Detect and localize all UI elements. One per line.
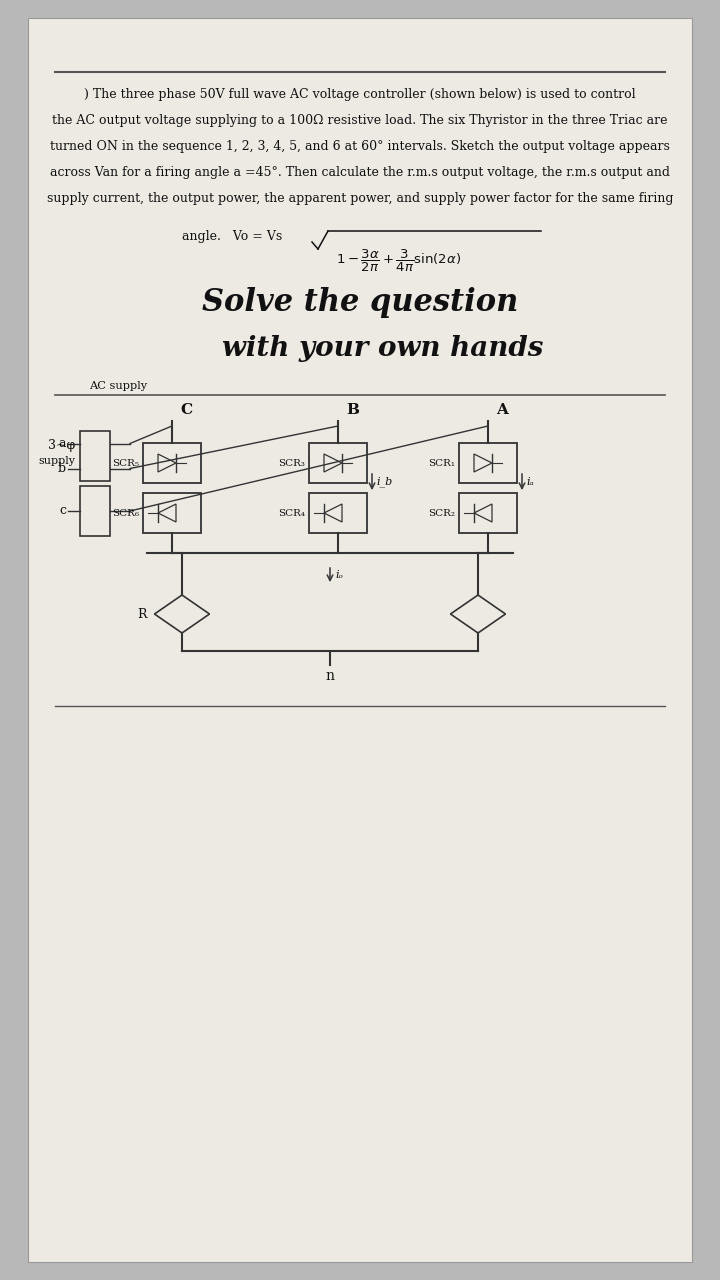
Text: $1-\dfrac{3\alpha}{2\pi}+\dfrac{3}{4\pi}\sin(2\alpha)$: $1-\dfrac{3\alpha}{2\pi}+\dfrac{3}{4\pi}… xyxy=(336,248,461,274)
Bar xyxy=(80,431,110,481)
Text: iₒ: iₒ xyxy=(335,570,343,580)
Text: across Van for a firing angle a =45°. Then calculate the r.m.s output voltage, t: across Van for a firing angle a =45°. Th… xyxy=(50,166,670,179)
Text: i_b: i_b xyxy=(376,476,392,488)
Text: b: b xyxy=(58,462,66,475)
Text: supply current, the output power, the apparent power, and supply power factor fo: supply current, the output power, the ap… xyxy=(47,192,673,205)
Text: SCR₁: SCR₁ xyxy=(428,458,455,467)
Text: ) The three phase 50V full wave AC voltage controller (shown below) is used to c: ) The three phase 50V full wave AC volta… xyxy=(84,88,636,101)
Text: iₐ: iₐ xyxy=(526,477,534,486)
Text: AC supply: AC supply xyxy=(89,381,147,390)
Text: turned ON in the sequence 1, 2, 3, 4, 5, and 6 at 60° intervals. Sketch the outp: turned ON in the sequence 1, 2, 3, 4, 5,… xyxy=(50,140,670,154)
Text: C: C xyxy=(180,403,192,417)
Text: angle.   Vo = Vs: angle. Vo = Vs xyxy=(182,230,282,243)
Text: supply: supply xyxy=(38,456,75,466)
Text: a: a xyxy=(58,436,66,451)
Text: SCR₄: SCR₄ xyxy=(278,508,305,517)
Text: B: B xyxy=(346,403,359,417)
Text: c: c xyxy=(59,504,66,517)
Text: SCR₃: SCR₃ xyxy=(278,458,305,467)
Text: with your own hands: with your own hands xyxy=(222,335,544,362)
Bar xyxy=(459,443,517,483)
Bar xyxy=(143,493,201,532)
FancyBboxPatch shape xyxy=(28,18,692,1262)
Bar xyxy=(80,486,110,536)
Text: SCR₅: SCR₅ xyxy=(112,458,139,467)
Bar xyxy=(309,493,367,532)
Text: SCR₆: SCR₆ xyxy=(112,508,139,517)
Bar xyxy=(309,443,367,483)
Text: 3~φ: 3~φ xyxy=(48,439,75,453)
Text: R: R xyxy=(138,608,147,621)
Bar xyxy=(143,443,201,483)
Text: A: A xyxy=(496,403,508,417)
Bar xyxy=(459,493,517,532)
Text: the AC output voltage supplying to a 100Ω resistive load. The six Thyristor in t: the AC output voltage supplying to a 100… xyxy=(53,114,667,127)
Text: SCR₂: SCR₂ xyxy=(428,508,455,517)
Text: Solve the question: Solve the question xyxy=(202,287,518,317)
Text: n: n xyxy=(325,669,335,684)
